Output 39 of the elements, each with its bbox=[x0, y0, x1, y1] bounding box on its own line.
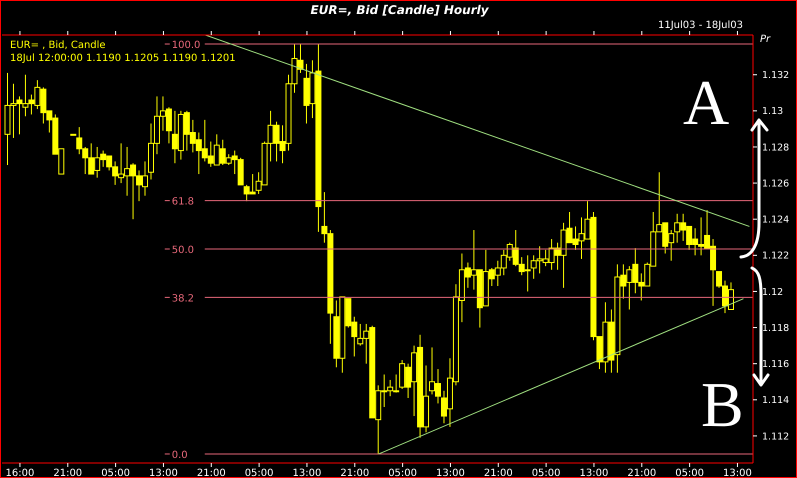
chart-title: EUR=, Bid [Candle] Hourly bbox=[309, 3, 490, 17]
x-tick-label: 21:00 bbox=[340, 468, 370, 478]
x-tick-label: 05:00 bbox=[101, 468, 130, 478]
x-tick-label: 21:00 bbox=[627, 468, 656, 478]
x-tick-label: 05:00 bbox=[388, 468, 418, 478]
annotation: B bbox=[701, 369, 744, 440]
y-tick-label: 1.118 bbox=[762, 322, 790, 334]
x-tick-label: 21:00 bbox=[53, 468, 82, 478]
x-tick-label: 16:00 bbox=[6, 468, 34, 478]
y-tick-label: 1.126 bbox=[762, 178, 790, 190]
y-tick-label: 1.128 bbox=[762, 142, 790, 154]
x-tick-label: 13:00 bbox=[580, 468, 608, 478]
x-tick-label: 05:00 bbox=[675, 468, 704, 478]
y-tick-label: 1.114 bbox=[762, 395, 790, 406]
x-tick-label: 13:00 bbox=[436, 468, 465, 478]
x-tick-label: 13:00 bbox=[292, 468, 322, 478]
y-tick-label: 1.13 bbox=[762, 106, 784, 118]
y-tick-label: 1.116 bbox=[762, 359, 790, 370]
annotation: 18Jul 12:00:00 1.1190 1.1205 1.1190 1.1201 bbox=[10, 52, 236, 65]
x-tick-label: 13:00 bbox=[149, 468, 178, 478]
text: EUR= , Bid, Candle bbox=[10, 40, 106, 51]
y-tick-label: 1.122 bbox=[762, 250, 790, 262]
y-tick-label: 1.124 bbox=[762, 214, 790, 226]
x-tick-label: 21:00 bbox=[484, 468, 513, 478]
y-tick-label: 1.12 bbox=[762, 286, 784, 298]
y-tick-label: 1.132 bbox=[762, 70, 790, 82]
y-axis-title: Pr bbox=[760, 34, 770, 45]
chart-subtitle: 11Jul03 - 18Jul03 bbox=[658, 20, 743, 31]
y2-tick-label: 0.0 bbox=[172, 450, 188, 461]
y-tick-label: 1.112 bbox=[762, 431, 790, 442]
x-tick-label: 05:00 bbox=[244, 468, 274, 478]
x-tick-label: 21:00 bbox=[196, 468, 226, 478]
x-tick-label: 05:00 bbox=[532, 468, 561, 478]
y2-tick-label: 100.0 bbox=[172, 40, 200, 52]
y2-tick-label: 38.2 bbox=[172, 293, 194, 304]
y2-tick-label: 50.0 bbox=[172, 245, 194, 256]
x-tick-label: 13:00 bbox=[723, 468, 752, 478]
y2-tick-label: 61.8 bbox=[172, 196, 194, 208]
annotation: A bbox=[683, 67, 730, 138]
